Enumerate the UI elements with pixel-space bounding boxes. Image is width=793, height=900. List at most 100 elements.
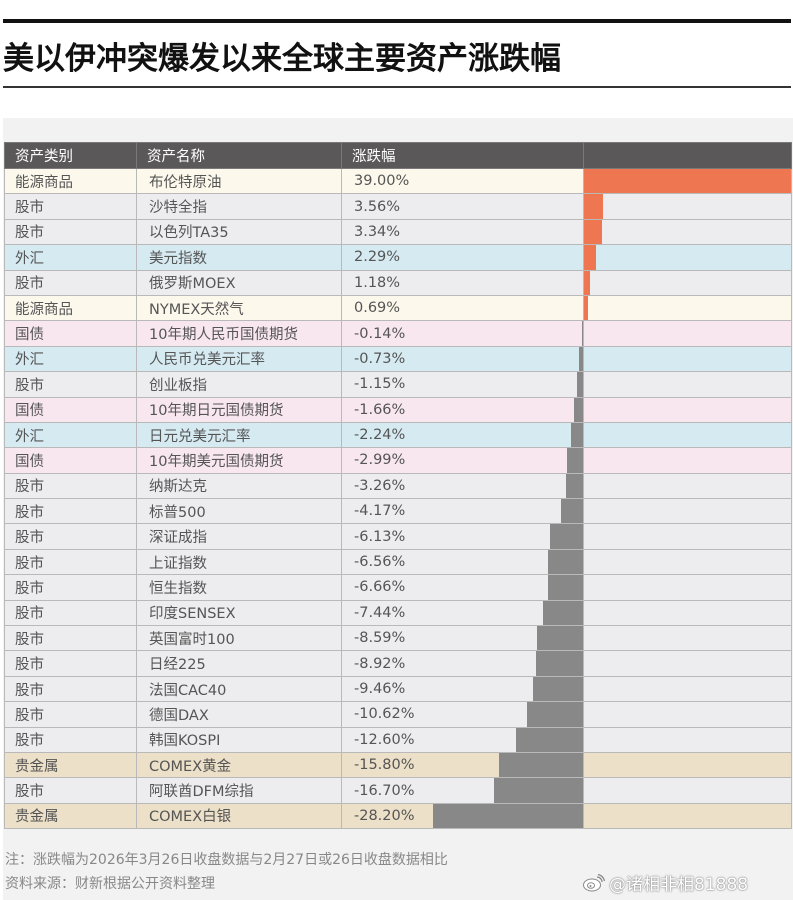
footnote: 注：涨跌幅为2026年3月26日收盘数据与2月27日或26日收盘数据相比 xyxy=(5,852,448,868)
cell-category: 国债 xyxy=(4,396,137,423)
table-row: 股市 英国富时100 -8.59% xyxy=(4,625,792,652)
cell-change: -12.60% xyxy=(341,726,584,753)
table-row: 国债 10年期日元国债期货 -1.66% xyxy=(4,396,792,423)
cell-category: 国债 xyxy=(4,447,137,474)
header-name: 资产名称 xyxy=(136,142,342,169)
positive-bar xyxy=(584,245,597,270)
cell-bar xyxy=(583,548,792,576)
table-row: 贵金属 COMEX白银 -28.20% xyxy=(4,802,792,830)
change-value: -8.59% xyxy=(354,630,406,647)
change-value: -0.14% xyxy=(354,325,406,342)
cell-asset-name: 德国DAX xyxy=(136,701,342,728)
cell-category: 股市 xyxy=(4,548,137,576)
negative-bar xyxy=(526,702,583,727)
cell-bar xyxy=(583,701,792,728)
cell-category: 股市 xyxy=(4,523,137,550)
positive-bar xyxy=(584,169,792,194)
watermark-text: @诸相非相81888 xyxy=(609,875,749,895)
change-value: -1.66% xyxy=(354,401,406,418)
cell-bar xyxy=(583,472,792,500)
cell-asset-name: 韩国KOSPI xyxy=(136,726,342,753)
cell-asset-name: NYMEX天然气 xyxy=(136,294,342,322)
cell-asset-name: 上证指数 xyxy=(136,548,342,576)
cell-category: 股市 xyxy=(4,218,137,246)
cell-change: -15.80% xyxy=(341,751,584,779)
cell-change: -16.70% xyxy=(341,777,584,804)
change-value: 39.00% xyxy=(354,173,410,190)
cell-category: 外汇 xyxy=(4,244,137,271)
change-value: -16.70% xyxy=(354,782,415,799)
negative-bar xyxy=(560,499,583,524)
table-row: 能源商品 NYMEX天然气 0.69% xyxy=(4,294,792,322)
table-row: 国债 10年期美元国债期货 -2.99% xyxy=(4,447,792,474)
negative-bar xyxy=(494,778,583,803)
cell-change: 0.69% xyxy=(341,294,584,322)
cell-asset-name: 人民币兑美元汇率 xyxy=(136,345,342,373)
change-value: -6.13% xyxy=(354,528,406,545)
change-value: -12.60% xyxy=(354,731,415,748)
cell-asset-name: 纳斯达克 xyxy=(136,472,342,500)
table-row: 股市 上证指数 -6.56% xyxy=(4,548,792,576)
cell-asset-name: 布伦特原油 xyxy=(136,167,342,195)
cell-asset-name: 恒生指数 xyxy=(136,574,342,601)
cell-bar xyxy=(583,625,792,652)
source-note: 资料来源：财新根据公开资料整理 xyxy=(5,876,215,892)
cell-change: 3.34% xyxy=(341,218,584,246)
cell-category: 贵金属 xyxy=(4,751,137,779)
change-value: -2.24% xyxy=(354,427,406,444)
table-row: 外汇 日元兑美元汇率 -2.24% xyxy=(4,421,792,449)
cell-bar xyxy=(583,574,792,601)
header-category: 资产类别 xyxy=(4,142,137,169)
cell-asset-name: 深证成指 xyxy=(136,523,342,550)
title-rule xyxy=(3,86,791,88)
cell-category: 股市 xyxy=(4,777,137,804)
table-body: 能源商品 布伦特原油 39.00% 股市 沙特全指 3.56% 股市 以色列TA35 3.34%… xyxy=(4,167,792,830)
change-value: -3.26% xyxy=(354,477,406,494)
table-row: 国债 10年期人民币国债期货 -0.14% xyxy=(4,320,792,347)
table-row: 能源商品 布伦特原油 39.00% xyxy=(4,167,792,195)
cell-bar xyxy=(583,421,792,449)
cell-category: 贵金属 xyxy=(4,802,137,830)
cell-change: -2.24% xyxy=(341,421,584,449)
cell-bar xyxy=(583,218,792,246)
table-row: 股市 俄罗斯MOEX 1.18% xyxy=(4,269,792,296)
cell-change: -0.14% xyxy=(341,320,584,347)
cell-asset-name: 俄罗斯MOEX xyxy=(136,269,342,296)
change-value: -10.62% xyxy=(354,706,415,723)
negative-bar xyxy=(548,549,583,575)
cell-category: 外汇 xyxy=(4,421,137,449)
cell-change: -6.56% xyxy=(341,548,584,576)
cell-bar xyxy=(583,396,792,423)
cell-change: -0.73% xyxy=(341,345,584,373)
asset-change-table: 资产类别 资产名称 涨跌幅 能源商品 布伦特原油 39.00% 股市 沙特全指 3.56%… xyxy=(4,142,792,830)
change-value: -15.80% xyxy=(354,757,415,774)
table-row: 外汇 人民币兑美元汇率 -0.73% xyxy=(4,345,792,373)
cell-asset-name: 日元兑美元汇率 xyxy=(136,421,342,449)
change-value: -8.92% xyxy=(354,655,406,672)
table-row: 股市 阿联酋DFM综指 -16.70% xyxy=(4,777,792,804)
change-value: -6.56% xyxy=(354,554,406,571)
cell-asset-name: 阿联酋DFM综指 xyxy=(136,777,342,804)
cell-asset-name: 印度SENSEX xyxy=(136,599,342,627)
negative-bar xyxy=(547,575,583,600)
negative-bar xyxy=(432,803,583,829)
cell-asset-name: 日经225 xyxy=(136,650,342,677)
negative-bar xyxy=(515,727,583,752)
cell-bar xyxy=(583,269,792,296)
cell-change: 2.29% xyxy=(341,244,584,271)
positive-bar xyxy=(584,194,603,219)
negative-bar xyxy=(581,321,583,346)
change-value: -4.17% xyxy=(354,503,406,520)
table-row: 股市 以色列TA35 3.34% xyxy=(4,218,792,246)
cell-category: 股市 xyxy=(4,599,137,627)
cell-asset-name: 10年期日元国债期货 xyxy=(136,396,342,423)
cell-asset-name: COMEX白银 xyxy=(136,802,342,830)
cell-category: 股市 xyxy=(4,269,137,296)
change-value: -9.46% xyxy=(354,681,406,697)
cell-category: 股市 xyxy=(4,650,137,677)
positive-bar xyxy=(584,270,591,295)
cell-change: -28.20% xyxy=(341,802,584,830)
cell-change: -3.26% xyxy=(341,472,584,500)
cell-change: -2.99% xyxy=(341,447,584,474)
cell-bar xyxy=(583,498,792,525)
